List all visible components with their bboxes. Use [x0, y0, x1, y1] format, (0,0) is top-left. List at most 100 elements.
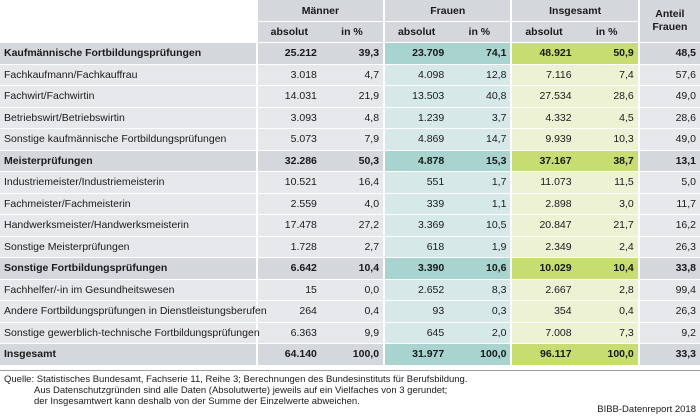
source-note: Quelle: Statistisches Bundesamt, Fachser… [4, 374, 467, 407]
header-men-abs: absolut [255, 21, 321, 43]
table-row: Sonstige Meisterprüfungen 1.728 2,7 618 1,9 2… [0, 236, 700, 258]
total-absolute-cell: 2.349 [510, 236, 576, 258]
women-share-cell: 57,6 [637, 64, 700, 86]
total-percent-cell: 2,8 [575, 279, 639, 301]
men-absolute-cell: 14.031 [255, 85, 321, 108]
table-row: Sonstige gewerblich-technische Fortbildu… [0, 322, 700, 344]
women-percent-cell: 10,5 [448, 214, 512, 237]
total-absolute-cell: 27.534 [510, 85, 576, 108]
row-label-cell: Meisterprüfungen [0, 149, 257, 172]
women-share-cell: 48,5 [637, 42, 700, 65]
men-absolute-cell: 3.018 [255, 64, 321, 86]
header-women: Frauen [383, 0, 512, 22]
total-absolute-cell: 11.073 [510, 171, 576, 194]
total-absolute-cell: 7.116 [510, 64, 576, 86]
table-row: Industriemeister/Industriemeisterin 10.52… [0, 171, 700, 194]
table-row: Betriebswirt/Betriebswirtin 3.093 4,8 1.239… [0, 107, 700, 129]
women-share-cell: 16,2 [637, 214, 700, 237]
total-absolute-cell: 48.921 [510, 42, 576, 65]
total-percent-cell: 11,5 [575, 171, 639, 194]
men-absolute-cell: 6.642 [255, 257, 321, 280]
row-label-cell: Fachwirt/Fachwirtin [0, 85, 257, 108]
women-percent-cell: 14,7 [448, 128, 512, 151]
total-percent-cell: 0,4 [575, 300, 639, 323]
men-absolute-cell: 25.212 [255, 42, 321, 65]
table-group-row: Sonstige Fortbildungsprüfungen 6.642 10,4 3… [0, 257, 700, 280]
total-absolute-cell: 354 [510, 300, 576, 323]
women-share-cell: 26,3 [637, 236, 700, 258]
total-percent-cell: 2,4 [575, 236, 639, 258]
men-absolute-cell: 64.140 [255, 343, 321, 366]
table-row: Andere Fortbildungsprüfungen in Dienstle… [0, 300, 700, 323]
table-group-row: Kaufmännische Fortbildungsprüfungen 25.21… [0, 42, 700, 65]
table-row: Sonstige kaufmännische Fortbildungsprüfu… [0, 128, 700, 151]
row-label-cell: Kaufmännische Fortbildungsprüfungen [0, 42, 257, 65]
men-percent-cell: 39,3 [320, 42, 385, 65]
row-label-cell: Betriebswirt/Betriebswirtin [0, 107, 257, 129]
men-percent-cell: 21,9 [320, 85, 385, 108]
row-label-cell: Sonstige Fortbildungsprüfungen [0, 257, 257, 280]
women-percent-cell: 1,9 [448, 236, 512, 258]
women-share-cell: 33,3 [637, 343, 700, 366]
table-row: Fachmeister/Fachmeisterin 2.559 4,0 339 1,1 2… [0, 193, 700, 215]
header-share-line2: Frauen [652, 21, 688, 33]
total-percent-cell: 28,6 [575, 85, 639, 108]
men-absolute-cell: 5.073 [255, 128, 321, 151]
men-absolute-cell: 15 [255, 279, 321, 301]
exam-statistics-table: Männer Frauen Insgesamt Anteil Frauen ab… [0, 0, 700, 366]
women-absolute-cell: 3.390 [383, 257, 449, 280]
source-line-2: Aus Datenschutzgründen sind alle Daten (… [34, 385, 448, 396]
total-absolute-cell: 10.029 [510, 257, 576, 280]
brand-label: BIBB-Datenreport 2018 [597, 404, 696, 415]
women-absolute-cell: 4.098 [383, 64, 449, 86]
total-percent-cell: 50,9 [575, 42, 639, 65]
total-percent-cell: 4,5 [575, 107, 639, 129]
row-label-cell: Andere Fortbildungsprüfungen in Dienstle… [0, 300, 267, 323]
men-absolute-cell: 2.559 [255, 193, 321, 215]
total-absolute-cell: 96.117 [510, 343, 576, 366]
women-share-cell: 11,7 [637, 193, 700, 215]
row-label-cell: Sonstige kaufmännische Fortbildungsprüfu… [0, 128, 257, 151]
women-share-cell: 99,4 [637, 279, 700, 301]
men-percent-cell: 27,2 [320, 214, 385, 237]
table-row: Fachhelfer/-in im Gesundheitswesen 15 0,0 2… [0, 279, 700, 301]
table-row: Fachkaufmann/Fachkauffrau 3.018 4,7 4.098 12… [0, 64, 700, 86]
row-label-cell: Insgesamt [0, 343, 257, 366]
women-share-cell: 28,6 [637, 107, 700, 129]
women-absolute-cell: 93 [383, 300, 449, 323]
table-group-row: Insgesamt 64.140 100,0 31.977 100,0 96.117 100… [0, 343, 700, 366]
total-absolute-cell: 4.332 [510, 107, 576, 129]
men-absolute-cell: 10.521 [255, 171, 321, 194]
women-absolute-cell: 4.878 [383, 150, 449, 172]
row-label-cell: Fachhelfer/-in im Gesundheitswesen [0, 279, 257, 301]
table-body: Kaufmännische Fortbildungsprüfungen 25.21… [0, 42, 700, 366]
women-absolute-cell: 13.503 [383, 85, 449, 108]
header-men: Männer [255, 0, 385, 22]
men-percent-cell: 4,7 [320, 64, 385, 86]
women-share-cell: 26,3 [637, 300, 700, 323]
men-percent-cell: 100,0 [320, 343, 385, 366]
header-share-women: Anteil Frauen [637, 0, 700, 43]
women-absolute-cell: 31.977 [383, 343, 449, 366]
women-share-cell: 33,8 [637, 257, 700, 280]
women-share-cell: 5,0 [637, 171, 700, 194]
men-absolute-cell: 264 [255, 300, 321, 323]
total-percent-cell: 21,7 [575, 214, 639, 237]
women-absolute-cell: 1.239 [383, 107, 449, 129]
men-percent-cell: 9,9 [320, 322, 385, 344]
total-absolute-cell: 9.939 [510, 128, 576, 151]
women-absolute-cell: 551 [383, 171, 449, 194]
row-label-cell: Handwerksmeister/Handwerksmeisterin [0, 214, 257, 237]
table-group-row: Meisterprüfungen 32.286 50,3 4.878 15,3 37.16… [0, 149, 700, 172]
header-men-pct: in % [320, 21, 385, 43]
header-total: Insgesamt [510, 0, 639, 22]
header-empty-cell [0, 0, 257, 43]
women-absolute-cell: 23.709 [383, 42, 449, 65]
women-percent-cell: 1,7 [448, 171, 512, 194]
women-percent-cell: 15,3 [448, 150, 512, 172]
row-label-cell: Sonstige gewerblich-technische Fortbildu… [0, 322, 260, 344]
total-absolute-cell: 2.667 [510, 279, 576, 301]
total-absolute-cell: 20.847 [510, 214, 576, 237]
women-percent-cell: 10,6 [448, 257, 512, 280]
